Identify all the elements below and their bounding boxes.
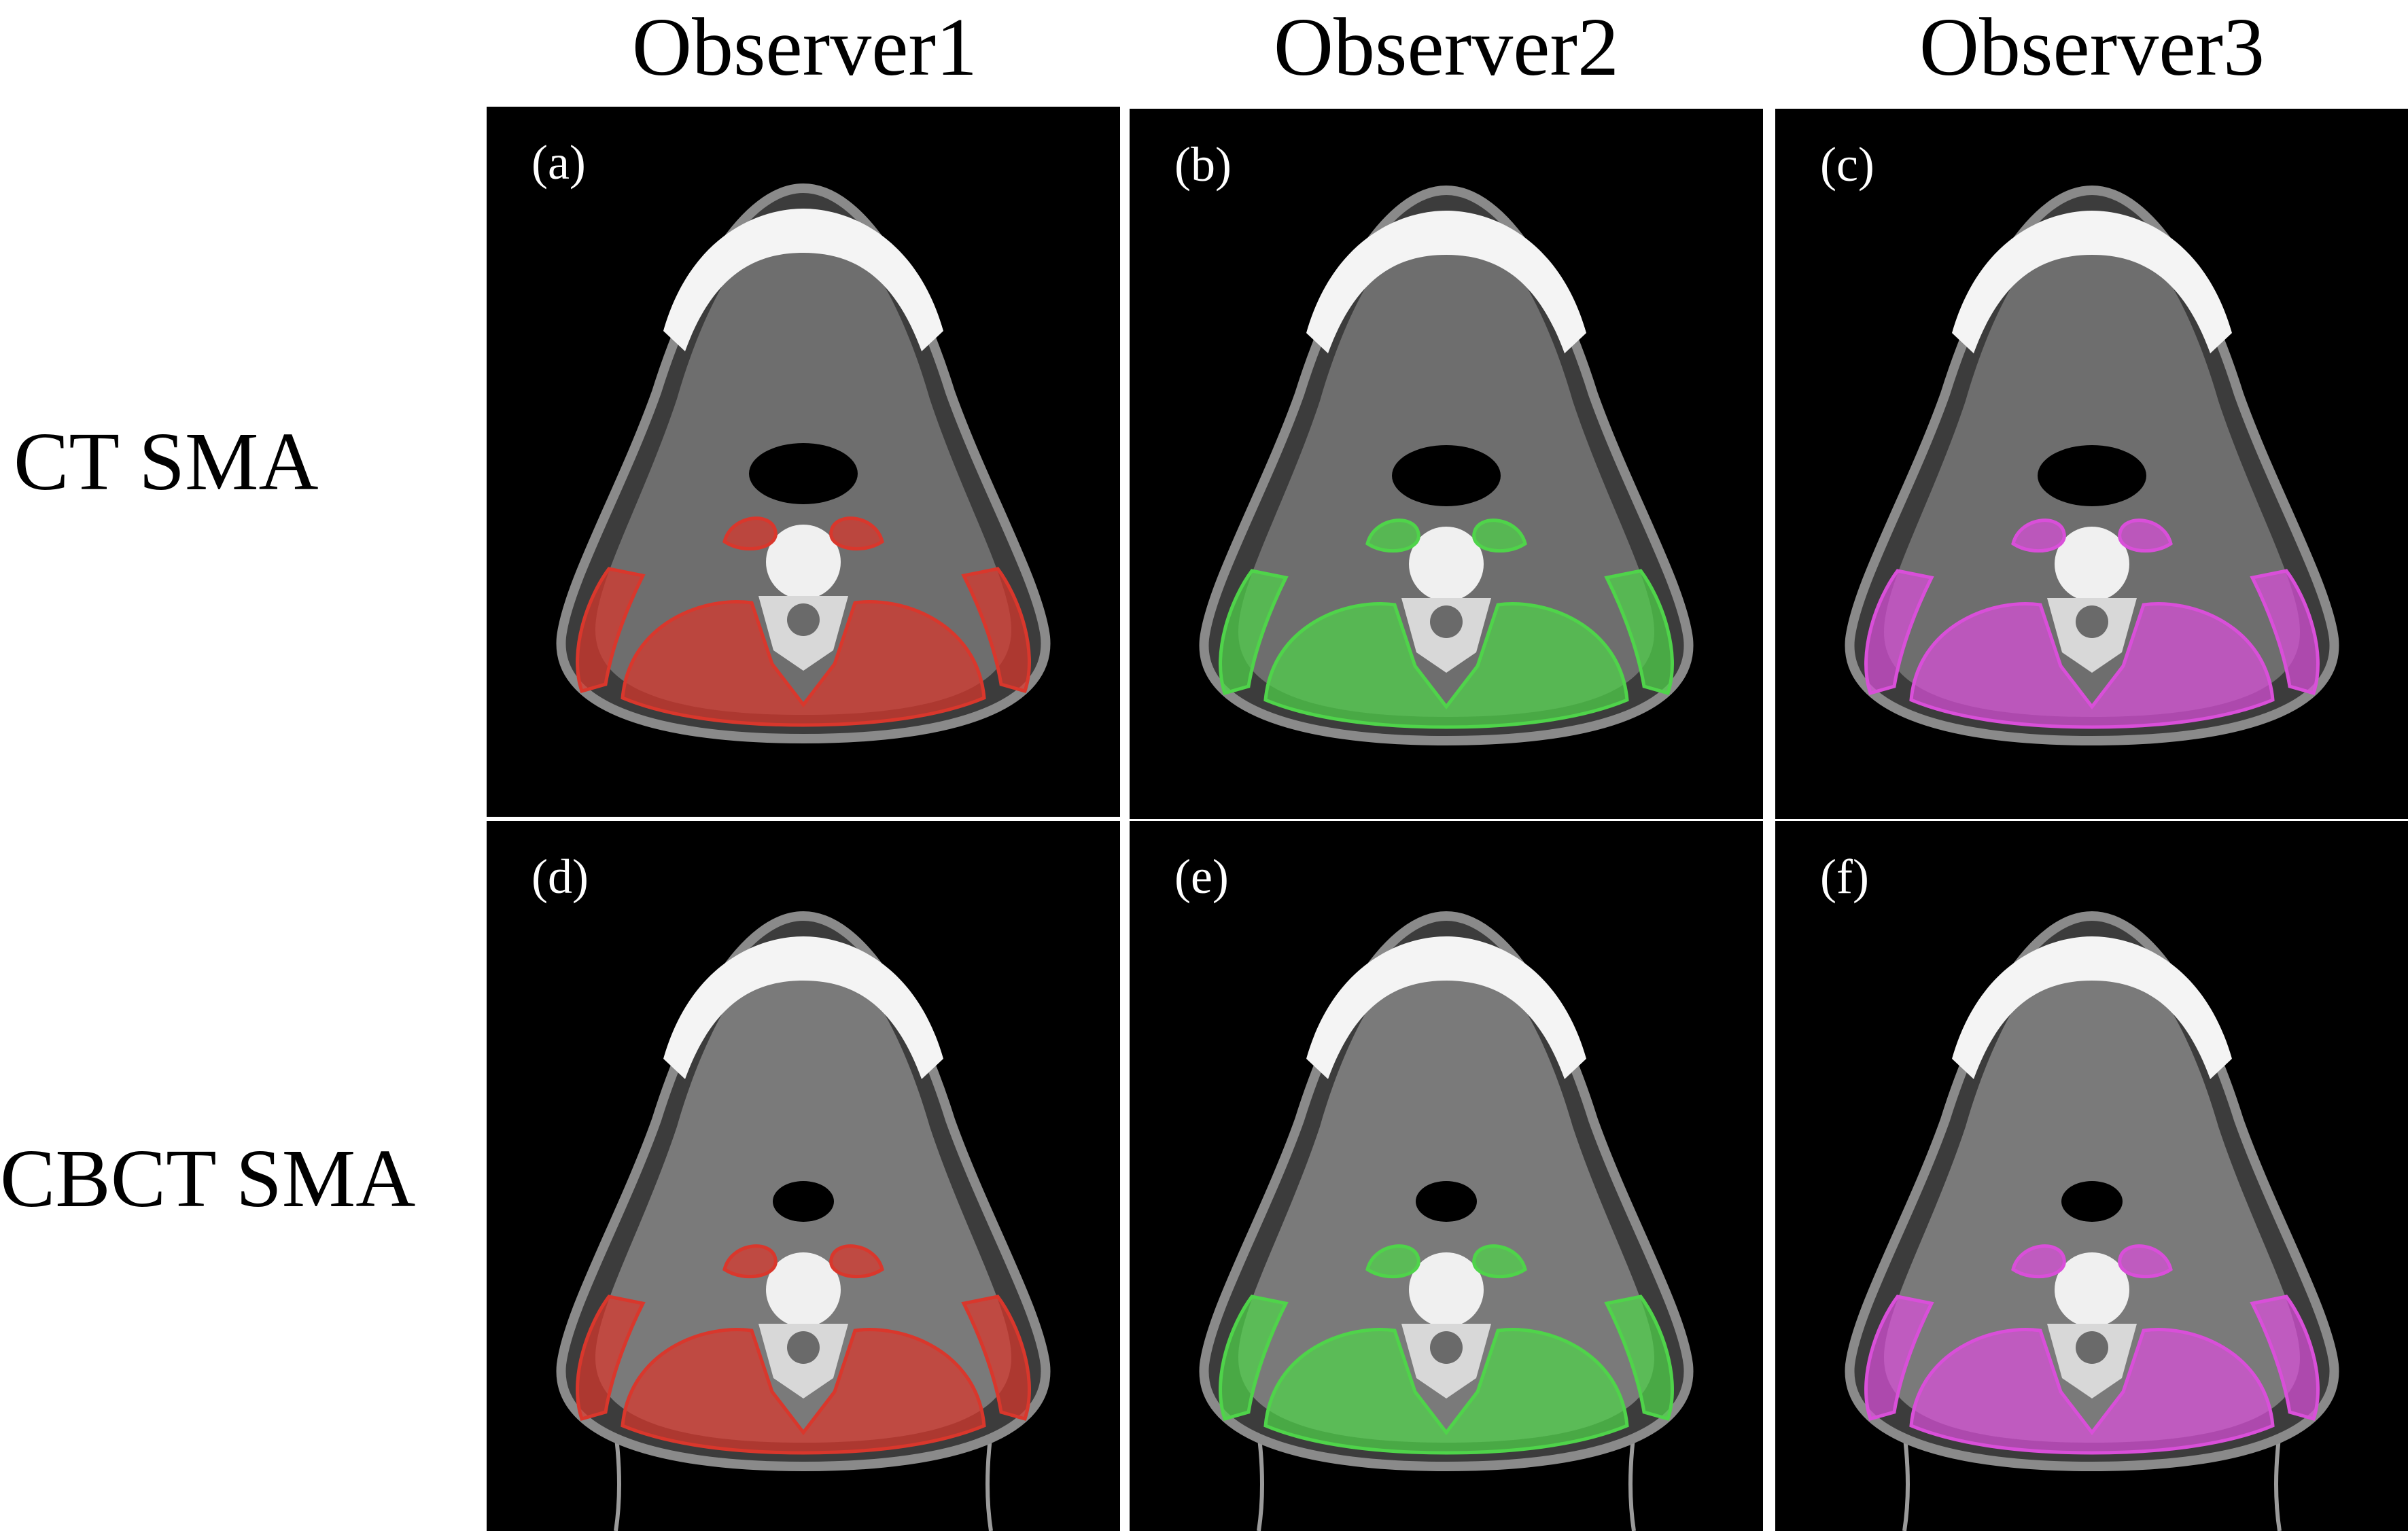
muscle-right-prevertebral bbox=[2118, 518, 2173, 553]
mandible bbox=[1952, 211, 2232, 353]
muscle-right-prevertebral bbox=[1472, 518, 1527, 553]
ct-slice-image bbox=[1845, 911, 2339, 1531]
column-header-observer1: Observer1 bbox=[631, 1, 978, 93]
mandible bbox=[1306, 936, 1586, 1079]
couch-edge bbox=[614, 1432, 993, 1531]
airway bbox=[2038, 445, 2146, 506]
muscle-posterior bbox=[1909, 602, 2275, 729]
panel-f: (f) bbox=[1775, 821, 2408, 1531]
muscle-right-lateral bbox=[961, 1295, 1031, 1422]
muscle-posterior bbox=[621, 1328, 986, 1455]
panel-label: (a) bbox=[531, 135, 586, 190]
airway bbox=[773, 1181, 834, 1222]
vertebral-body bbox=[2055, 527, 2129, 601]
airway bbox=[1416, 1181, 1477, 1222]
panel-label: (f) bbox=[1820, 849, 1869, 904]
spinal-canal bbox=[2076, 605, 2108, 638]
ct-slice-image bbox=[556, 183, 1051, 744]
airway bbox=[2061, 1181, 2123, 1222]
muscle-left-lateral bbox=[1864, 569, 1934, 696]
muscle-right-lateral bbox=[1604, 1295, 1674, 1422]
vertebral-body bbox=[1409, 527, 1484, 601]
column-header-observer3: Observer3 bbox=[1919, 1, 2265, 93]
muscle-right-lateral bbox=[2250, 569, 2320, 696]
muscle-posterior bbox=[621, 600, 986, 727]
row-label-cbct-sma: CBCT SMA bbox=[0, 1133, 416, 1225]
panel-label: (c) bbox=[1820, 137, 1874, 192]
panel-label: (b) bbox=[1174, 137, 1232, 192]
panel-d: (d) bbox=[487, 821, 1120, 1531]
panel-a: (a) bbox=[487, 107, 1120, 817]
muscle-right-prevertebral bbox=[1472, 1244, 1527, 1279]
muscle-left-lateral bbox=[1219, 569, 1289, 696]
muscle-right-lateral bbox=[961, 567, 1031, 694]
muscle-left-prevertebral bbox=[1365, 518, 1420, 553]
column-header-observer2: Observer2 bbox=[1273, 1, 1620, 93]
vertebral-body bbox=[2055, 1252, 2129, 1327]
couch-edge bbox=[1902, 1432, 2282, 1531]
muscle-left-lateral bbox=[1219, 1295, 1289, 1422]
ct-slice-image bbox=[556, 911, 1051, 1531]
mandible bbox=[663, 209, 943, 351]
ct-slice-image bbox=[1199, 911, 1694, 1531]
muscle-left-prevertebral bbox=[722, 1244, 778, 1279]
panel-e: (e) bbox=[1130, 821, 1763, 1531]
panel-b: (b) bbox=[1130, 109, 1763, 819]
muscle-posterior bbox=[1263, 602, 1629, 729]
vertebral-body bbox=[1409, 1252, 1484, 1327]
muscle-right-lateral bbox=[1604, 569, 1674, 696]
spinal-canal bbox=[2076, 1331, 2108, 1364]
panel-label: (d) bbox=[531, 849, 589, 904]
panel-label: (e) bbox=[1174, 849, 1229, 904]
airway bbox=[749, 443, 858, 504]
muscle-left-lateral bbox=[1864, 1295, 1934, 1422]
panel-c: (c) bbox=[1775, 109, 2408, 819]
vertebral-body bbox=[766, 525, 841, 599]
muscle-left-lateral bbox=[576, 1295, 646, 1422]
vertebral-body bbox=[766, 1252, 841, 1327]
mandible bbox=[663, 936, 943, 1079]
spinal-canal bbox=[1430, 605, 1463, 638]
muscle-left-prevertebral bbox=[2011, 518, 2066, 553]
muscle-right-prevertebral bbox=[2118, 1244, 2173, 1279]
airway bbox=[1392, 445, 1501, 506]
mandible bbox=[1306, 211, 1586, 353]
muscle-left-prevertebral bbox=[1365, 1244, 1420, 1279]
spinal-canal bbox=[1430, 1331, 1463, 1364]
muscle-right-lateral bbox=[2250, 1295, 2320, 1422]
spinal-canal bbox=[787, 603, 820, 636]
muscle-left-prevertebral bbox=[2011, 1244, 2066, 1279]
mandible bbox=[1952, 936, 2232, 1079]
muscle-right-prevertebral bbox=[829, 1244, 884, 1279]
row-label-ct-sma: CT SMA bbox=[14, 416, 319, 508]
muscle-right-prevertebral bbox=[829, 516, 884, 551]
muscle-left-prevertebral bbox=[722, 516, 778, 551]
muscle-posterior bbox=[1909, 1328, 2275, 1455]
muscle-posterior bbox=[1263, 1328, 1629, 1455]
ct-slice-image bbox=[1845, 185, 2339, 746]
muscle-left-lateral bbox=[576, 567, 646, 694]
ct-slice-image bbox=[1199, 185, 1694, 746]
spinal-canal bbox=[787, 1331, 820, 1364]
couch-edge bbox=[1257, 1432, 1636, 1531]
